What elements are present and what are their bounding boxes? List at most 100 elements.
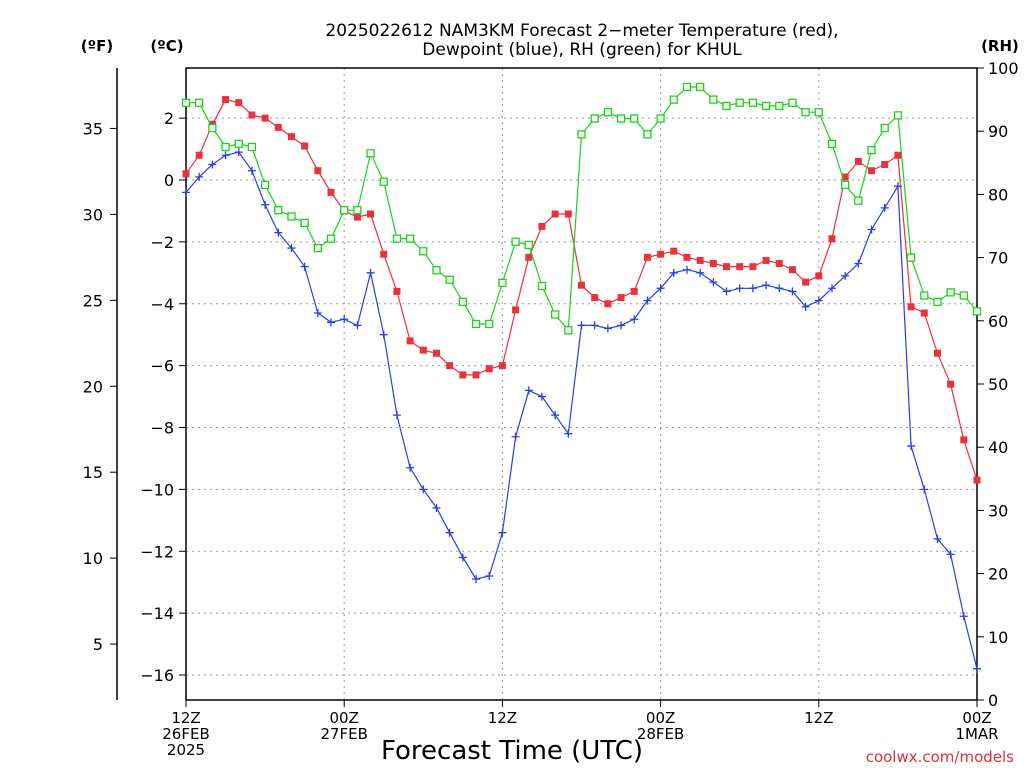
data-point bbox=[801, 108, 810, 117]
data-point bbox=[472, 371, 480, 379]
x-tick-label: 12Z bbox=[171, 709, 200, 727]
data-point bbox=[683, 253, 691, 261]
rh-tick-label: 30 bbox=[988, 501, 1008, 520]
data-point bbox=[578, 281, 585, 289]
data-point bbox=[300, 262, 309, 271]
data-point bbox=[498, 528, 507, 537]
data-point bbox=[340, 315, 349, 324]
celsius-tick-label: −2 bbox=[150, 233, 174, 252]
data-point bbox=[524, 240, 533, 250]
data-point bbox=[353, 321, 362, 330]
data-point bbox=[669, 95, 678, 104]
data-point bbox=[867, 225, 876, 234]
celsius-tick-label: −4 bbox=[150, 295, 174, 314]
data-point bbox=[550, 310, 560, 319]
data-point bbox=[933, 349, 941, 357]
data-point bbox=[814, 296, 823, 305]
credit-text: coolwx.com/models bbox=[866, 748, 1014, 766]
data-point bbox=[274, 123, 282, 131]
celsius-tick-label: 0 bbox=[164, 171, 174, 190]
rh-tick-label: 100 bbox=[988, 59, 1019, 78]
data-point bbox=[459, 371, 467, 379]
data-point bbox=[406, 337, 414, 345]
data-point bbox=[762, 281, 771, 290]
data-point bbox=[907, 303, 915, 311]
data-point bbox=[182, 188, 190, 197]
data-point bbox=[235, 99, 243, 107]
data-point bbox=[709, 260, 717, 268]
data-point bbox=[893, 111, 903, 120]
data-point bbox=[946, 550, 955, 559]
data-point bbox=[603, 108, 613, 117]
rh-tick-label: 70 bbox=[988, 249, 1008, 268]
celsius-tick-label: 2 bbox=[164, 109, 174, 128]
data-point bbox=[696, 256, 704, 264]
data-point bbox=[208, 123, 217, 133]
x-tick-label: 28FEB bbox=[637, 725, 684, 743]
data-point bbox=[946, 288, 955, 297]
data-point bbox=[326, 234, 336, 243]
data-point bbox=[248, 111, 256, 119]
data-point bbox=[867, 146, 876, 155]
rh-tick-label: 0 bbox=[988, 691, 998, 710]
data-point bbox=[617, 321, 626, 330]
data-point bbox=[801, 302, 810, 311]
data-point bbox=[762, 256, 770, 264]
data-point bbox=[868, 167, 876, 175]
x-tick-label: 00Z bbox=[330, 709, 359, 727]
data-point bbox=[788, 266, 796, 274]
data-point bbox=[749, 263, 757, 271]
data-point bbox=[669, 268, 678, 277]
data-point bbox=[722, 101, 731, 111]
x-tick-label: 00Z bbox=[646, 709, 675, 727]
data-point bbox=[723, 263, 731, 271]
data-point bbox=[314, 167, 322, 175]
data-point bbox=[405, 234, 415, 243]
data-point bbox=[313, 309, 322, 318]
data-point bbox=[564, 429, 573, 438]
data-point bbox=[406, 463, 415, 472]
data-point bbox=[472, 575, 481, 584]
data-point bbox=[906, 253, 916, 262]
data-point bbox=[195, 172, 204, 181]
data-point bbox=[630, 114, 639, 123]
rh-tick-label: 20 bbox=[988, 565, 1008, 584]
rh-tick-label: 80 bbox=[988, 185, 1008, 204]
data-point bbox=[393, 287, 401, 295]
data-point bbox=[485, 319, 494, 329]
data-point bbox=[827, 284, 836, 293]
celsius-tick-label: −6 bbox=[150, 357, 174, 376]
x-tick-label: 12Z bbox=[804, 709, 833, 727]
data-point bbox=[392, 411, 401, 420]
x-tick-label: 12Z bbox=[488, 709, 517, 727]
data-point bbox=[511, 432, 520, 441]
data-point bbox=[920, 291, 929, 300]
rh-tick-label: 40 bbox=[988, 438, 1008, 457]
data-point bbox=[591, 294, 599, 302]
data-point bbox=[775, 101, 784, 111]
data-point bbox=[445, 275, 454, 284]
data-point bbox=[234, 139, 243, 148]
rh-tick-label: 60 bbox=[988, 312, 1008, 331]
data-point bbox=[419, 247, 428, 256]
fahrenheit-tick-label: 15 bbox=[83, 463, 103, 482]
data-point bbox=[564, 326, 573, 335]
data-point bbox=[221, 142, 230, 152]
data-point bbox=[656, 114, 665, 123]
data-point bbox=[538, 222, 546, 230]
data-point bbox=[657, 250, 665, 258]
data-point bbox=[300, 218, 309, 227]
data-point bbox=[748, 98, 758, 107]
data-point bbox=[814, 108, 823, 117]
data-point bbox=[195, 98, 204, 107]
fahrenheit-tick-label: 10 bbox=[83, 549, 103, 568]
data-point bbox=[327, 318, 336, 327]
data-point bbox=[959, 612, 968, 621]
data-point bbox=[313, 243, 322, 253]
axes-ticks: 20−2−4−6−8−10−12−14−16353025201510501020… bbox=[83, 59, 1019, 759]
data-point bbox=[630, 315, 639, 324]
series-layer bbox=[181, 82, 982, 673]
data-point bbox=[551, 411, 560, 420]
fahrenheit-unit-label: (ºF) bbox=[81, 37, 113, 55]
